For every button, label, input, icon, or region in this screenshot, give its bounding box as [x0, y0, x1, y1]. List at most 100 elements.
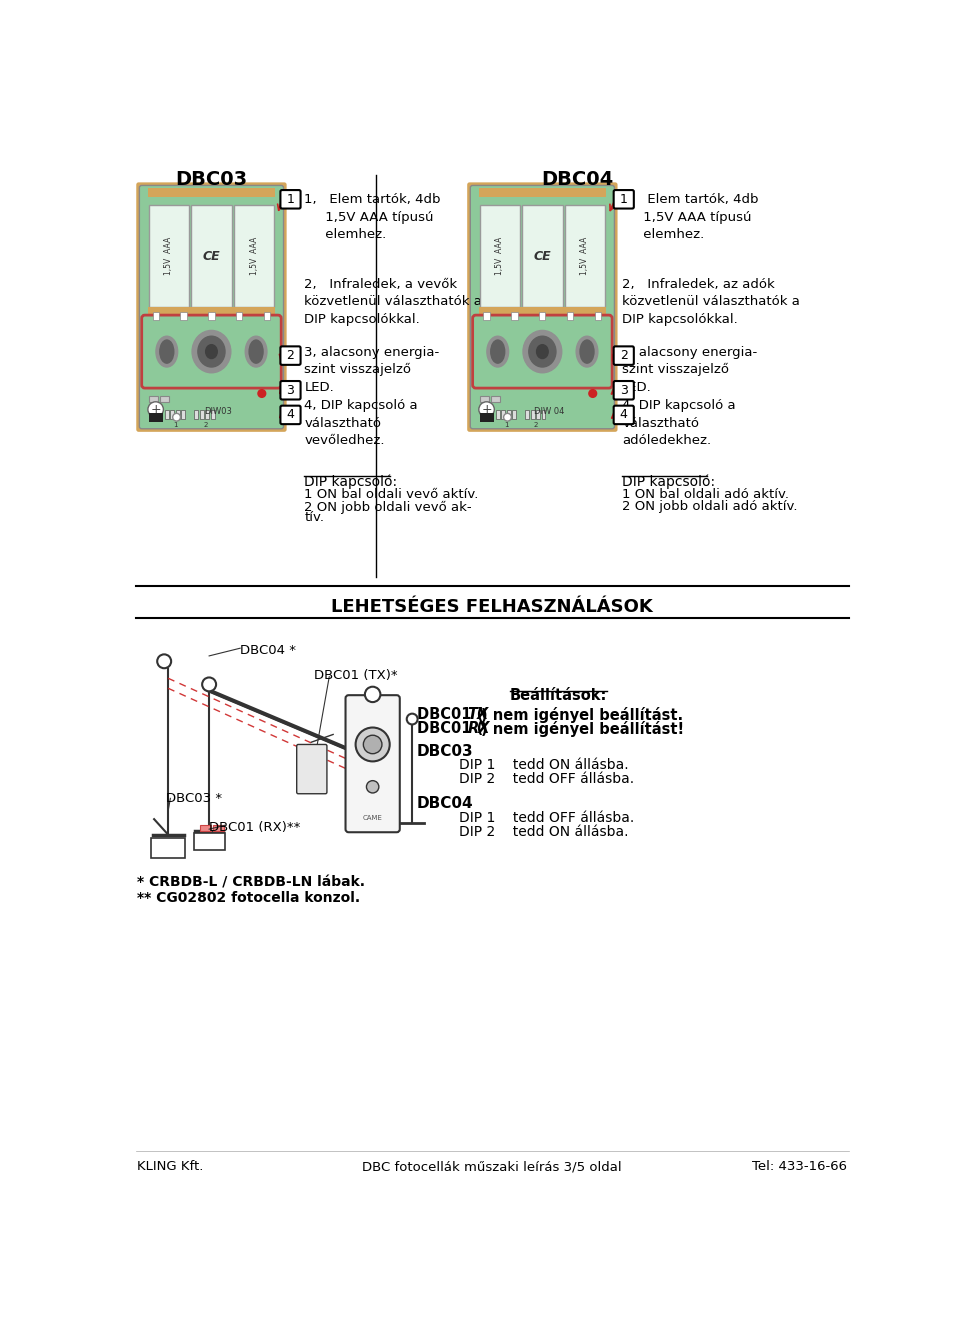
Text: 1,   Elem tartók, 4db
     1,5V AAA típusú
     elemhez.: 1, Elem tartók, 4db 1,5V AAA típusú elem… [622, 193, 758, 241]
Text: DBC04: DBC04 [541, 170, 613, 189]
Circle shape [367, 781, 379, 793]
Circle shape [479, 402, 494, 417]
Ellipse shape [198, 336, 225, 367]
Text: DIP kapcsoló:: DIP kapcsoló: [622, 474, 715, 489]
Circle shape [355, 728, 390, 761]
FancyBboxPatch shape [236, 312, 243, 320]
Ellipse shape [159, 340, 174, 363]
Text: DIW03: DIW03 [204, 406, 232, 415]
FancyBboxPatch shape [531, 410, 535, 419]
Text: DBC04 *: DBC04 * [240, 645, 296, 658]
FancyBboxPatch shape [492, 395, 500, 402]
FancyBboxPatch shape [150, 413, 163, 422]
FancyBboxPatch shape [468, 182, 617, 431]
FancyBboxPatch shape [191, 205, 231, 307]
Text: +: + [151, 403, 161, 415]
FancyBboxPatch shape [234, 205, 275, 307]
FancyBboxPatch shape [595, 312, 601, 320]
Text: 1: 1 [287, 193, 295, 206]
Circle shape [157, 654, 171, 669]
Text: ** CG02802 fotocella konzol.: ** CG02802 fotocella konzol. [137, 891, 360, 904]
FancyBboxPatch shape [194, 410, 199, 419]
Text: 2: 2 [204, 422, 207, 427]
Circle shape [588, 390, 596, 398]
Text: 1: 1 [504, 422, 509, 427]
Text: 2,   Infraledek, az adók
közvetlenül választhatók a
DIP kapcsolókkal.: 2, Infraledek, az adók közvetlenül válas… [622, 277, 800, 326]
Ellipse shape [491, 340, 505, 363]
FancyBboxPatch shape [501, 410, 505, 419]
FancyBboxPatch shape [479, 188, 606, 197]
Text: 2 ON jobb oldali vevő ak-: 2 ON jobb oldali vevő ak- [304, 500, 472, 513]
FancyBboxPatch shape [142, 315, 281, 389]
FancyBboxPatch shape [264, 312, 271, 320]
FancyBboxPatch shape [480, 395, 489, 402]
FancyBboxPatch shape [150, 395, 158, 402]
Text: 4, DIP kapcsoló a
választható
adóledekhez.: 4, DIP kapcsoló a választható adóledekhe… [622, 399, 735, 448]
FancyBboxPatch shape [540, 312, 545, 320]
FancyBboxPatch shape [210, 410, 214, 419]
FancyBboxPatch shape [564, 205, 605, 307]
Circle shape [148, 402, 163, 417]
Text: DIP 2    tedd ON állásba.: DIP 2 tedd ON állásba. [460, 824, 629, 839]
FancyBboxPatch shape [280, 406, 300, 425]
Text: DIP 1    tedd ON állásba.: DIP 1 tedd ON állásba. [460, 758, 629, 772]
FancyBboxPatch shape [280, 381, 300, 399]
Text: DBC fotocellák műszaki leírás 3/5 oldal: DBC fotocellák műszaki leírás 3/5 oldal [362, 1160, 622, 1174]
Ellipse shape [580, 340, 594, 363]
FancyBboxPatch shape [280, 190, 300, 209]
FancyBboxPatch shape [480, 205, 520, 307]
FancyBboxPatch shape [176, 410, 180, 419]
FancyBboxPatch shape [613, 406, 634, 425]
Text: 3, alacsony energia-
szint visszajelző
LED.: 3, alacsony energia- szint visszajelző L… [622, 346, 757, 394]
FancyBboxPatch shape [153, 312, 158, 320]
Text: CE: CE [203, 249, 220, 263]
Text: 1 ON bal oldali adó aktív.: 1 ON bal oldali adó aktív. [622, 488, 789, 501]
FancyBboxPatch shape [136, 182, 287, 431]
FancyBboxPatch shape [567, 312, 573, 320]
Circle shape [504, 413, 512, 421]
Circle shape [407, 714, 418, 725]
Ellipse shape [523, 331, 562, 373]
Text: 1: 1 [174, 422, 178, 427]
Ellipse shape [205, 344, 217, 359]
FancyBboxPatch shape [139, 185, 283, 429]
FancyBboxPatch shape [484, 312, 490, 320]
Text: ) nem igényel beállítást.: ) nem igényel beállítást. [481, 706, 684, 722]
FancyBboxPatch shape [541, 410, 545, 419]
Text: 3: 3 [620, 383, 628, 397]
Ellipse shape [529, 336, 556, 367]
Text: 1,5V  AAA: 1,5V AAA [250, 237, 258, 275]
Circle shape [203, 678, 216, 691]
Text: LEHETSÉGES FELHASZNÁLÁSOK: LEHETSÉGES FELHASZNÁLÁSOK [331, 598, 653, 616]
FancyBboxPatch shape [208, 312, 214, 320]
Text: 2: 2 [287, 350, 295, 362]
FancyBboxPatch shape [151, 839, 185, 858]
Text: 1 ON bal oldali vevő aktív.: 1 ON bal oldali vevő aktív. [304, 488, 479, 501]
FancyBboxPatch shape [205, 410, 209, 419]
FancyBboxPatch shape [280, 346, 300, 364]
Text: RX: RX [468, 721, 490, 736]
Text: DBC01 (TX)*: DBC01 (TX)* [314, 669, 397, 682]
Ellipse shape [245, 336, 267, 367]
Text: DIP 2    tedd OFF állásba.: DIP 2 tedd OFF állásba. [460, 772, 635, 787]
Text: 3: 3 [287, 383, 295, 397]
Text: 2: 2 [620, 350, 628, 362]
Text: CAME: CAME [363, 815, 383, 820]
FancyBboxPatch shape [180, 312, 186, 320]
Circle shape [258, 390, 266, 398]
FancyBboxPatch shape [181, 410, 185, 419]
FancyBboxPatch shape [480, 413, 494, 422]
Text: 1: 1 [620, 193, 628, 206]
Text: +: + [481, 403, 492, 415]
Text: DIP 1    tedd OFF állásba.: DIP 1 tedd OFF állásba. [460, 811, 635, 824]
FancyBboxPatch shape [522, 205, 563, 307]
Ellipse shape [156, 336, 178, 367]
FancyBboxPatch shape [496, 410, 500, 419]
Text: DBC03: DBC03 [176, 170, 248, 189]
FancyBboxPatch shape [149, 205, 189, 307]
Text: 4: 4 [620, 409, 628, 421]
Ellipse shape [192, 331, 230, 373]
Text: DBC01 (RX)**: DBC01 (RX)** [209, 820, 300, 833]
FancyBboxPatch shape [297, 745, 327, 793]
Text: 4, DIP kapcsoló a
választható
vevőledhez.: 4, DIP kapcsoló a választható vevőledhez… [304, 399, 418, 448]
